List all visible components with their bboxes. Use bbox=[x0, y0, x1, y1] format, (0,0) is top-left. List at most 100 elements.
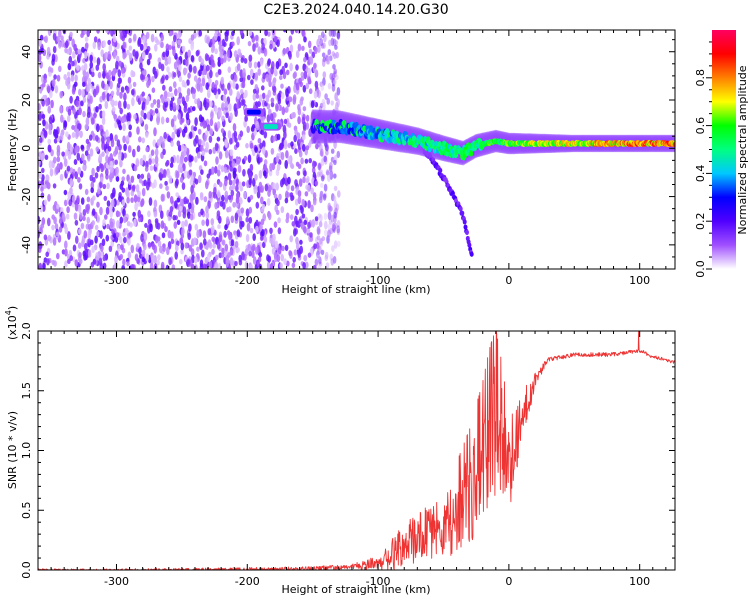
noise-speckle bbox=[123, 92, 127, 101]
noise-speckle bbox=[217, 69, 222, 76]
noise-speckle bbox=[56, 144, 61, 153]
noise-speckle bbox=[262, 170, 267, 177]
noise-speckle bbox=[197, 151, 201, 159]
noise-speckle bbox=[142, 154, 147, 162]
noise-speckle bbox=[234, 137, 238, 143]
noise-speckle bbox=[273, 112, 277, 118]
noise-speckle bbox=[38, 262, 43, 269]
noise-speckle bbox=[205, 141, 209, 151]
noise-speckle bbox=[331, 51, 336, 57]
noise-speckle bbox=[216, 189, 221, 199]
noise-speckle bbox=[43, 234, 48, 241]
noise-speckle bbox=[333, 78, 337, 86]
noise-speckle bbox=[177, 112, 181, 120]
noise-speckle bbox=[232, 179, 236, 185]
noise-speckle bbox=[80, 222, 85, 230]
noise-speckle bbox=[229, 149, 234, 157]
colorbar-gradient bbox=[712, 30, 736, 269]
noise-speckle bbox=[283, 258, 287, 265]
noise-speckle bbox=[187, 211, 191, 219]
noise-speckle bbox=[127, 76, 132, 84]
noise-speckle bbox=[91, 220, 95, 226]
noise-speckle bbox=[329, 72, 334, 80]
noise-speckle bbox=[160, 116, 165, 125]
noise-speckle bbox=[158, 172, 163, 179]
noise-speckle bbox=[305, 145, 310, 151]
noise-speckle bbox=[276, 163, 281, 171]
noise-speckle bbox=[142, 97, 146, 103]
noise-speckle bbox=[140, 200, 144, 207]
noise-speckle bbox=[38, 85, 43, 94]
noise-speckle bbox=[211, 166, 215, 175]
noise-speckle bbox=[77, 205, 82, 213]
noise-speckle bbox=[188, 38, 192, 44]
noise-speckle bbox=[280, 179, 284, 188]
noise-speckle bbox=[131, 97, 135, 107]
noise-speckle bbox=[232, 80, 236, 90]
noise-speckle bbox=[128, 30, 132, 36]
noise-speckle bbox=[239, 77, 243, 83]
noise-speckle bbox=[258, 170, 263, 179]
noise-speckle bbox=[154, 70, 158, 79]
noise-speckle bbox=[183, 82, 188, 88]
noise-speckle bbox=[248, 250, 252, 257]
noise-speckle bbox=[220, 252, 225, 258]
noise-speckle bbox=[320, 83, 325, 92]
noise-speckle bbox=[198, 138, 202, 145]
noise-speckle bbox=[238, 259, 243, 266]
noise-speckle bbox=[295, 50, 300, 59]
noise-speckle bbox=[329, 169, 334, 177]
noise-speckle bbox=[221, 102, 225, 109]
noise-speckle bbox=[216, 121, 221, 129]
y-tick-label: 1.5 bbox=[20, 382, 33, 400]
noise-speckle bbox=[77, 177, 81, 183]
noise-speckle bbox=[116, 90, 120, 96]
noise-speckle bbox=[84, 188, 89, 195]
noise-speckle bbox=[106, 136, 111, 145]
noise-speckle bbox=[96, 214, 101, 224]
noise-speckle bbox=[228, 103, 232, 112]
noise-speckle bbox=[307, 184, 311, 193]
snr-plot-area bbox=[38, 331, 675, 570]
noise-speckle bbox=[102, 219, 106, 227]
noise-speckle bbox=[180, 249, 184, 255]
noise-speckle bbox=[293, 228, 297, 237]
noise-speckle bbox=[161, 75, 165, 84]
noise-speckle bbox=[264, 30, 268, 36]
noise-speckle bbox=[257, 138, 262, 144]
noise-speckle bbox=[45, 98, 49, 107]
y-tick-label: 2.0 bbox=[20, 322, 33, 340]
noise-speckle bbox=[175, 170, 180, 179]
noise-speckle bbox=[185, 95, 190, 103]
noise-speckle bbox=[279, 75, 283, 81]
noise-speckle bbox=[261, 203, 266, 210]
noise-speckle bbox=[131, 264, 135, 269]
noise-speckle bbox=[41, 167, 45, 173]
noise-speckle bbox=[261, 42, 265, 51]
noise-speckle bbox=[194, 223, 199, 231]
noise-speckle bbox=[170, 92, 174, 98]
noise-speckle bbox=[51, 53, 56, 62]
noise-speckle bbox=[273, 221, 278, 228]
noise-speckle bbox=[183, 105, 188, 113]
noise-speckle bbox=[72, 51, 76, 59]
noise-speckle bbox=[171, 264, 176, 269]
noise-speckle bbox=[85, 42, 89, 49]
noise-speckle bbox=[117, 211, 121, 217]
noise-speckle bbox=[164, 180, 168, 186]
noise-speckle bbox=[247, 74, 251, 81]
noise-speckle bbox=[268, 73, 272, 83]
noise-speckle bbox=[259, 58, 264, 66]
noise-speckle bbox=[321, 58, 326, 67]
noise-speckle bbox=[252, 88, 257, 94]
noise-speckle bbox=[148, 197, 153, 206]
noise-speckle bbox=[261, 229, 265, 237]
noise-speckle bbox=[334, 44, 338, 50]
noise-speckle bbox=[72, 244, 77, 252]
noise-speckle bbox=[60, 114, 64, 123]
noise-speckle bbox=[132, 211, 136, 217]
noise-speckle bbox=[215, 72, 219, 78]
noise-speckle bbox=[154, 43, 158, 52]
branch-mark bbox=[465, 229, 469, 235]
noise-speckle bbox=[122, 208, 126, 218]
